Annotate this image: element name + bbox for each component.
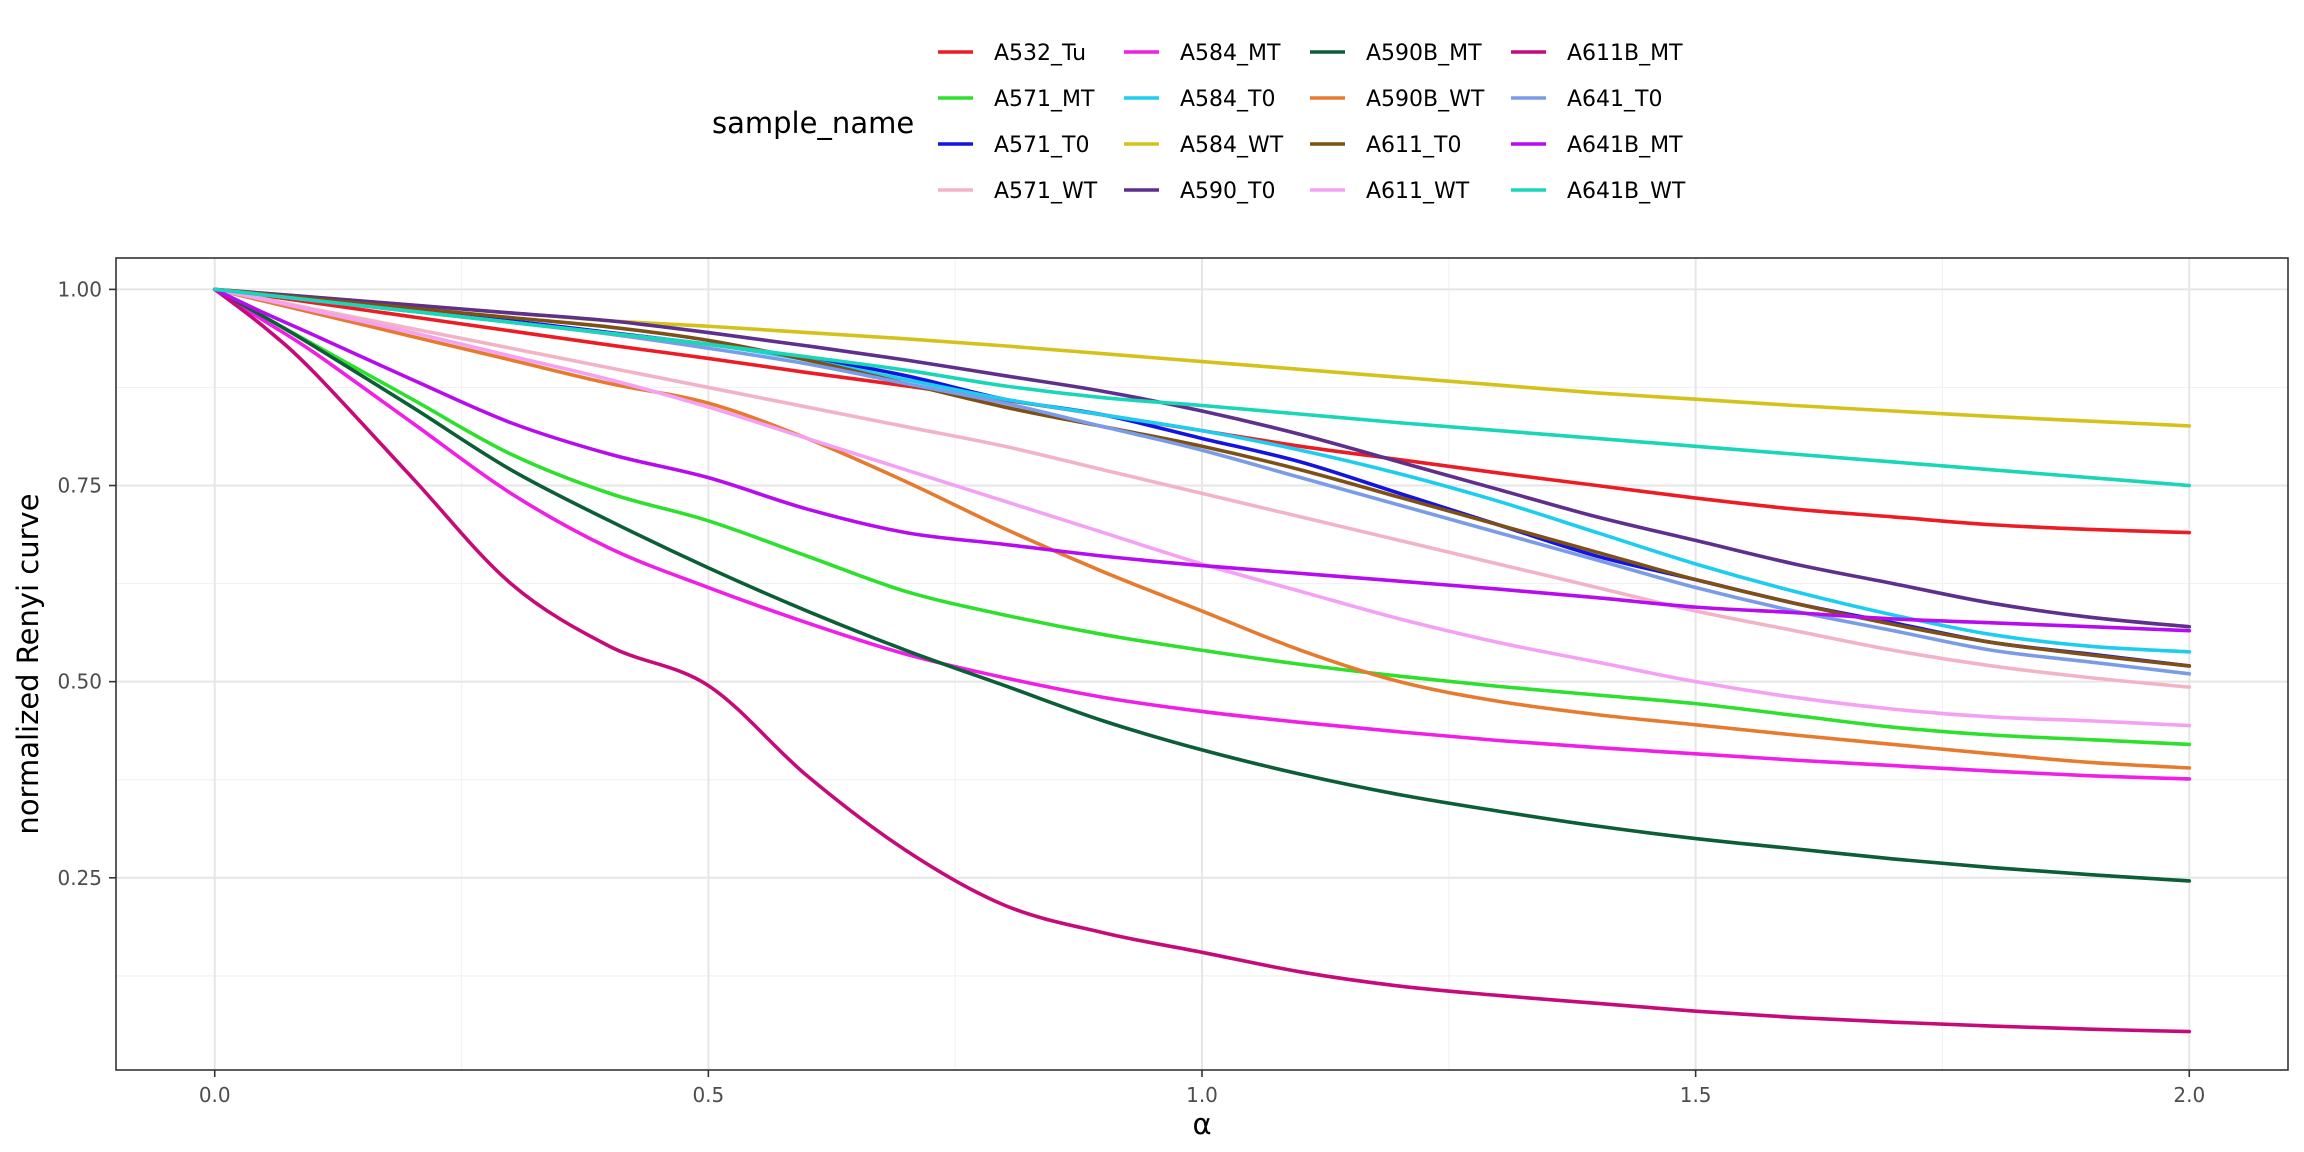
series-line-a641b-wt [212, 287, 2192, 488]
x-axis: 0.0 0.5 1.0 1.5 2.0 [199, 1070, 2205, 1107]
x-tick-label: 1.5 [1680, 1083, 1712, 1107]
legend-label: A590_T0 [1180, 179, 1275, 204]
legend-item-a611b-mt: A611B_MT [1511, 41, 1683, 66]
legend-label: A584_MT [1180, 41, 1281, 66]
legend-label: A571_MT [994, 87, 1095, 112]
legend-item-a590-t0: A590_T0 [1124, 179, 1275, 204]
legend-label: A590B_WT [1366, 87, 1485, 112]
legend-item-a641-t0: A641_T0 [1511, 87, 1662, 112]
legend-label: A571_T0 [994, 133, 1089, 158]
series-line-a590-t0 [212, 287, 2192, 629]
legend-item-a584-wt: A584_WT [1124, 133, 1284, 158]
legend-label: A611_T0 [1366, 133, 1461, 158]
x-tick-label: 0.5 [692, 1083, 724, 1107]
major-gridlines [116, 258, 2288, 1070]
legend-title: sample_name [712, 106, 914, 140]
series-line-a571-wt [212, 287, 2192, 689]
legend-label: A584_T0 [1180, 87, 1275, 112]
legend-label: A584_WT [1180, 133, 1284, 158]
series-line-a590b-mt [212, 287, 2192, 883]
legend-item-a571-wt: A571_WT [938, 179, 1098, 204]
legend-item-a611-wt: A611_WT [1310, 179, 1470, 204]
legend-label: A641_T0 [1567, 87, 1662, 112]
x-tick-label: 0.0 [199, 1083, 231, 1107]
legend-items: A532_Tu A571_MT A571_T0 A571_WT A584_MT A584_… [938, 41, 1686, 204]
legend-label: A641B_MT [1567, 133, 1683, 158]
x-tick-label: 1.0 [1186, 1083, 1218, 1107]
legend-item-a590b-mt: A590B_MT [1310, 41, 1482, 66]
series-line-a590b-wt [212, 287, 2192, 770]
legend-label: A611B_MT [1567, 41, 1683, 66]
series-line-a571-mt [212, 287, 2192, 747]
legend-item-a590b-wt: A590B_WT [1310, 87, 1485, 112]
x-axis-title: α [1192, 1107, 1211, 1141]
x-tick-label: 2.0 [2173, 1083, 2205, 1107]
legend-item-a584-mt: A584_MT [1124, 41, 1281, 66]
y-axis: 0.25 0.50 0.75 1.00 [57, 277, 116, 890]
legend-label: A641B_WT [1567, 179, 1686, 204]
y-tick-label: 0.75 [57, 474, 102, 498]
series-line-a584-mt [212, 287, 2192, 781]
series-line-a611-wt [212, 287, 2192, 728]
legend-item-a611-t0: A611_T0 [1310, 133, 1461, 158]
series-line-a611b-mt [212, 287, 2192, 1034]
y-tick-label: 0.50 [57, 670, 102, 694]
legend-item-a571-mt: A571_MT [938, 87, 1095, 112]
legend-item-a532-tu: A532_Tu [938, 41, 1086, 66]
plot-area [115, 257, 2289, 1071]
legend-item-a641b-mt: A641B_MT [1511, 133, 1683, 158]
legend-item-a584-t0: A584_T0 [1124, 87, 1275, 112]
series-line-a641b-mt [212, 287, 2192, 633]
series-lines [212, 287, 2192, 1034]
legend-item-a571-t0: A571_T0 [938, 133, 1089, 158]
legend-label: A611_WT [1366, 179, 1470, 204]
legend-label: A590B_MT [1366, 41, 1482, 66]
legend-label: A532_Tu [994, 41, 1086, 66]
legend: sample_name A532_Tu A571_MT A571_T0 A571_WT… [712, 41, 1686, 204]
y-tick-label: 1.00 [57, 277, 102, 301]
legend-label: A571_WT [994, 179, 1098, 204]
y-tick-label: 0.25 [57, 866, 102, 890]
y-axis-title: normalized Renyi curve [11, 493, 45, 834]
legend-item-a641b-wt: A641B_WT [1511, 179, 1686, 204]
